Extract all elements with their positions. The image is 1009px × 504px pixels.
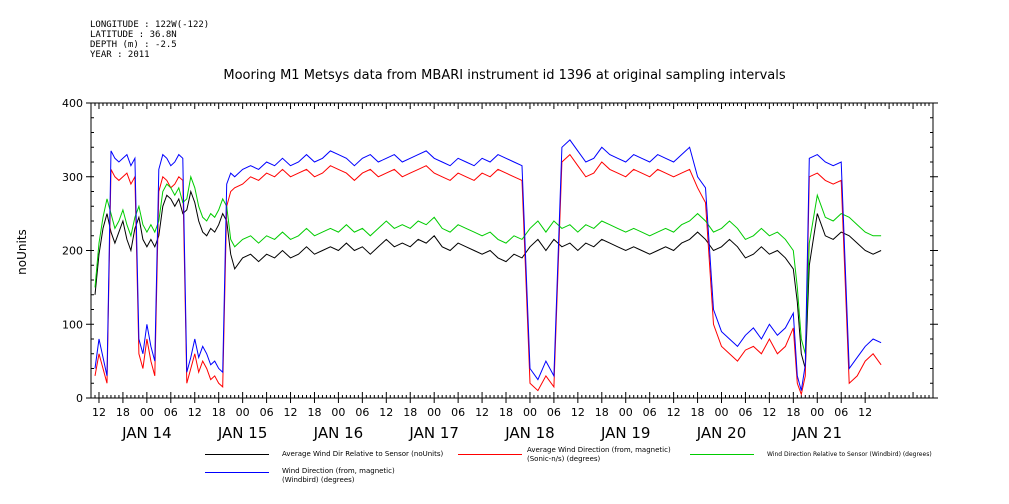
legend-label-2: Wind Direction Relative to Sensor (Windb…: [767, 451, 932, 458]
x-tick-label-17: 18: [499, 406, 513, 419]
legend-swatch-1: [458, 454, 522, 455]
plot-frame: [90, 102, 934, 399]
x-day-label-2: JAN 16: [313, 424, 364, 442]
x-tick-label-13: 18: [403, 406, 417, 419]
legend-swatch-2: [690, 454, 754, 455]
x-tick-label-31: 06: [834, 406, 848, 419]
x-day-label-6: JAN 20: [696, 424, 747, 442]
series-line-3: [94, 139, 882, 391]
x-tick-label-8: 12: [284, 406, 298, 419]
metadata-block: LONGITUDE : 122W(-122) LATITUDE : 36.8N …: [90, 20, 209, 60]
series-line-0: [94, 189, 882, 369]
x-tick-label-0: 12: [92, 406, 106, 419]
x-tick-label-24: 12: [667, 406, 681, 419]
chart-title: Mooring M1 Metsys data from MBARI instru…: [223, 68, 786, 83]
legend-label-0: Average Wind Dir Relative to Sensor (noU…: [282, 450, 444, 458]
x-tick-label-19: 06: [547, 406, 561, 419]
x-tick-label-26: 00: [715, 406, 729, 419]
x-tick-label-11: 06: [355, 406, 369, 419]
x-day-label-3: JAN 17: [408, 424, 459, 442]
x-day-label-5: JAN 19: [600, 424, 651, 442]
x-day-label-4: JAN 18: [504, 424, 555, 442]
y-tick-label-3: 300: [62, 171, 83, 184]
depth-text: DEPTH (m) : -2.5: [90, 40, 177, 50]
x-tick-label-20: 12: [571, 406, 585, 419]
x-tick-label-14: 00: [427, 406, 441, 419]
legend-swatch-0: [205, 454, 269, 455]
year-text: YEAR : 2011: [90, 50, 150, 60]
series-line-1: [94, 153, 882, 397]
longitude-text: LONGITUDE : 122W(-122): [90, 20, 210, 30]
x-tick-label-16: 12: [475, 406, 489, 419]
y-tick-label-2: 200: [62, 245, 83, 258]
x-day-label-1: JAN 15: [217, 424, 268, 442]
x-day-label-0: JAN 14: [121, 424, 172, 442]
x-tick-label-10: 00: [331, 406, 345, 419]
x-tick-label-7: 06: [260, 406, 274, 419]
x-tick-label-18: 00: [523, 406, 537, 419]
x-tick-label-12: 12: [379, 406, 393, 419]
x-tick-label-23: 06: [643, 406, 657, 419]
x-tick-label-25: 18: [691, 406, 705, 419]
x-tick-label-22: 00: [619, 406, 633, 419]
legend-label-1: Average Wind Direction (from, magnetic) …: [527, 446, 671, 463]
x-day-label-7: JAN 21: [792, 424, 843, 442]
series-line-2: [94, 174, 882, 354]
x-tick-label-2: 00: [140, 406, 154, 419]
x-tick-label-27: 06: [738, 406, 752, 419]
legend-label-3: Wind Direction (from, magnetic) (Windbir…: [282, 467, 395, 484]
x-tick-label-32: 12: [858, 406, 872, 419]
y-tick-label-0: 0: [76, 392, 83, 405]
x-tick-label-15: 06: [451, 406, 465, 419]
x-tick-label-29: 18: [786, 406, 800, 419]
x-tick-label-9: 18: [307, 406, 321, 419]
x-tick-label-6: 00: [236, 406, 250, 419]
x-tick-label-1: 18: [116, 406, 130, 419]
y-tick-label-4: 400: [62, 97, 83, 110]
x-tick-label-3: 06: [164, 406, 178, 419]
x-tick-label-21: 18: [595, 406, 609, 419]
legend-swatch-3: [205, 472, 269, 473]
x-tick-label-4: 12: [188, 406, 202, 419]
x-tick-label-28: 12: [762, 406, 776, 419]
x-tick-label-30: 00: [810, 406, 824, 419]
x-tick-label-5: 18: [212, 406, 226, 419]
latitude-text: LATITUDE : 36.8N: [90, 30, 177, 40]
y-tick-label-1: 100: [62, 318, 83, 331]
